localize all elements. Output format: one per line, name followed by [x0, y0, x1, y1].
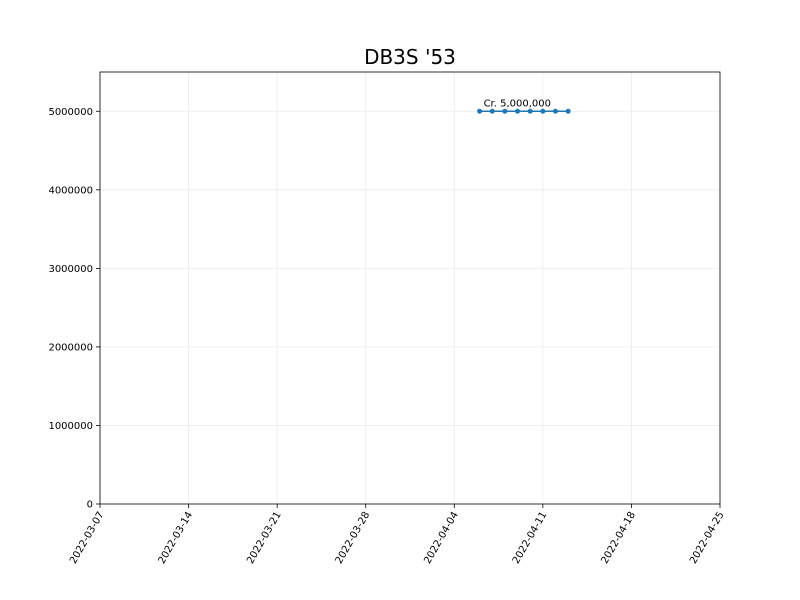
plot-frame	[99, 71, 721, 505]
x-tick-label: 2022-04-04	[422, 510, 461, 566]
annotations: Cr. 5,000,000	[484, 98, 551, 109]
data-point	[540, 108, 546, 114]
x-tick-label: 2022-03-28	[334, 510, 373, 566]
y-tick-label: 4000000	[48, 185, 93, 196]
x-tick-label: 2022-03-21	[245, 510, 284, 566]
grid	[99, 72, 721, 504]
y-axis: 0 1000000 2000000 3000000 4000000 5000000	[48, 107, 100, 511]
y-tick-label: 3000000	[48, 264, 93, 275]
data-point	[502, 108, 508, 114]
x-tick-label: 2022-04-11	[511, 510, 550, 566]
x-tick-label: 2022-04-18	[599, 510, 638, 566]
data-point	[489, 108, 495, 114]
x-tick-label: 2022-03-14	[157, 510, 196, 566]
y-tick-label: 0	[87, 500, 93, 511]
point-annotation: Cr. 5,000,000	[484, 98, 551, 109]
data-point	[527, 108, 533, 114]
x-tick-label: 2022-03-07	[68, 510, 107, 566]
x-tick-label: 2022-04-25	[688, 510, 727, 566]
y-tick-label: 1000000	[48, 421, 93, 432]
data-point	[565, 108, 571, 114]
data-point	[515, 108, 521, 114]
x-axis: 2022-03-07 2022-03-14 2022-03-21 2022-03-28…	[68, 504, 727, 566]
chart-title: DB3S '53	[364, 45, 456, 69]
y-tick-label: 5000000	[48, 107, 93, 118]
data-point	[477, 108, 483, 114]
data-point	[553, 108, 559, 114]
y-tick-label: 2000000	[48, 342, 93, 353]
series-layer	[477, 108, 571, 114]
